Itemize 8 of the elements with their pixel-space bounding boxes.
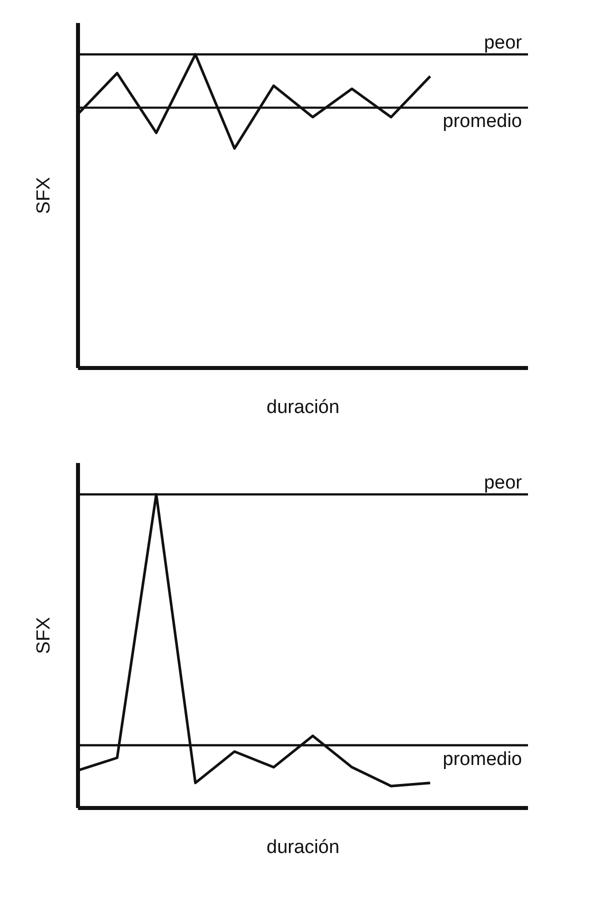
y-axis-title: SFX [34, 616, 55, 654]
ref-line-label: promedio [442, 111, 522, 132]
ref-line-label: peor [484, 472, 523, 494]
ref-line-label: peor [484, 32, 523, 54]
x-axis-title: duración [266, 837, 340, 858]
y-axis-title: SFX [34, 176, 55, 214]
x-axis-title: duración [266, 397, 340, 418]
ref-line-label: promedio [442, 748, 522, 770]
